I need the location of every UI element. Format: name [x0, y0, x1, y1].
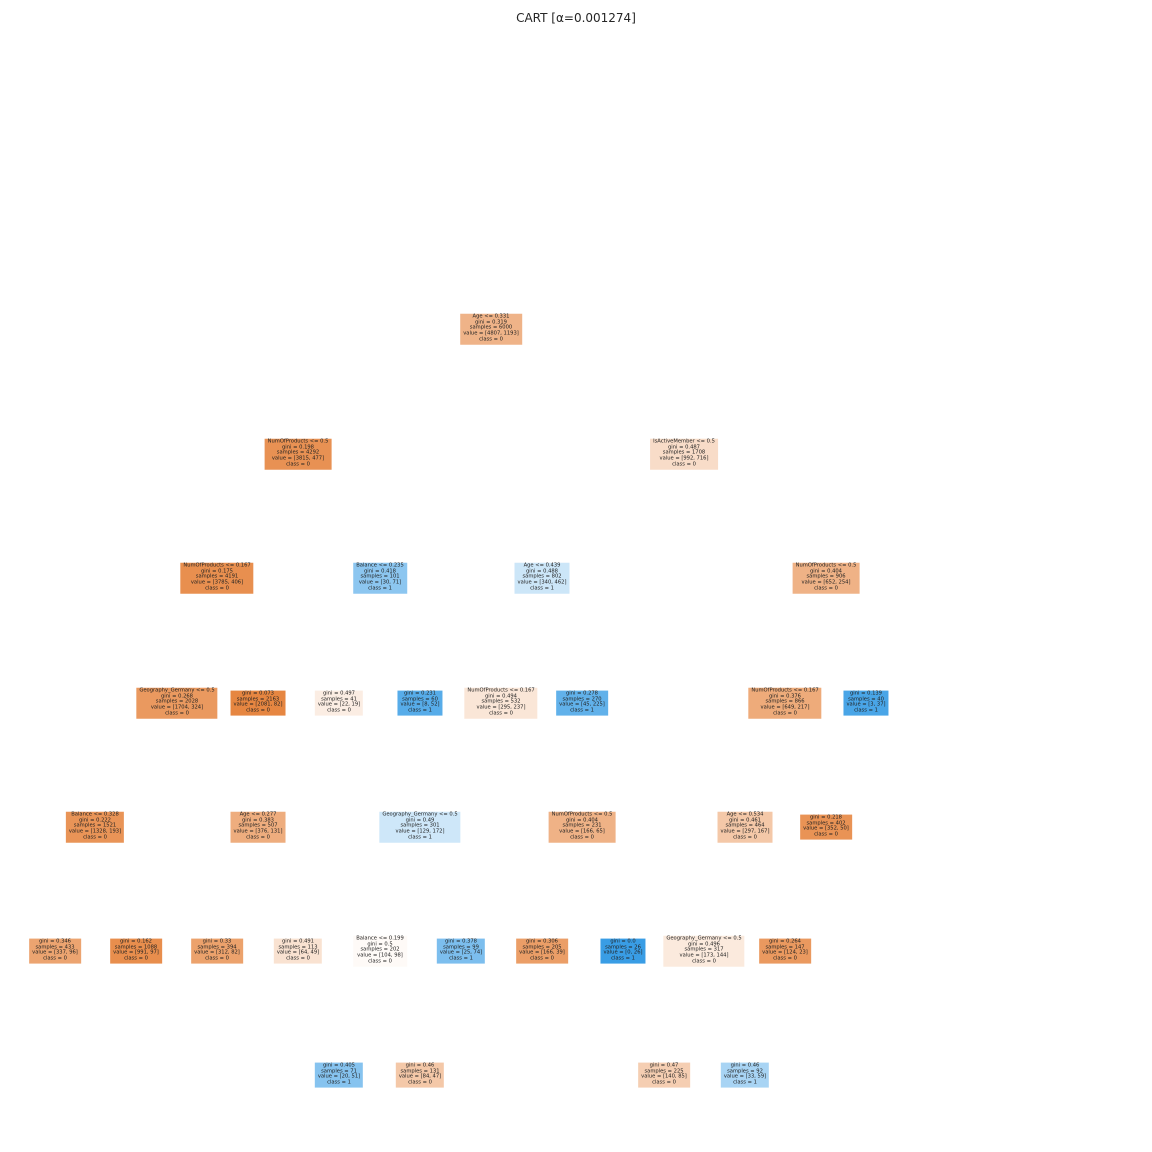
tree-node-line: class = 0	[762, 957, 808, 963]
tree-node-line: class = 0	[277, 957, 319, 963]
tree-node: gini = 0.162 samples = 1088 value = [991, …	[110, 939, 162, 964]
tree-node: gini = 0.0 samples = 26 value = [0, 26] cla…	[600, 939, 645, 964]
tree-node: Geography_Germany <= 0.5 gini = 0.49 sampl…	[379, 812, 460, 843]
tree-node: gini = 0.278 samples = 270 value = [45, 22…	[556, 691, 608, 716]
tree-node-line: class = 1	[518, 587, 567, 593]
tree-node: Geography_Germany <= 0.5 gini = 0.268 samp…	[136, 688, 217, 719]
tree-node-line: class = 1	[440, 957, 482, 963]
tree-node: gini = 0.33 samples = 394 value = [312, 82…	[191, 939, 243, 964]
tree-node-line: class = 0	[139, 712, 214, 718]
tree-node-line: class = 0	[463, 338, 519, 344]
tree-node-line: class = 0	[69, 836, 121, 842]
tree-node: NumOfProducts <= 0.5 gini = 0.198 samples …	[265, 439, 332, 470]
tree-node-line: class = 0	[183, 587, 250, 593]
tree-node: gini = 0.306 samples = 205 value = [166, 3…	[516, 939, 568, 964]
tree-node: Geography_Germany <= 0.5 gini = 0.496 samp…	[663, 936, 744, 967]
tree-node: gini = 0.378 samples = 99 value = [25, 74]…	[437, 939, 485, 964]
tree-node-line: class = 0	[751, 712, 818, 718]
tree-node: gini = 0.46 samples = 131 value = [84, 47]…	[396, 1063, 444, 1088]
tree-node: NumOfProducts <= 0.5 gini = 0.404 samples …	[549, 812, 616, 843]
tree-node-line: class = 0	[653, 463, 715, 469]
tree-node: gini = 0.139 samples = 40 value = [3, 37] c…	[843, 691, 888, 716]
tree-node-line: class = 0	[234, 709, 283, 715]
tree-node-line: class = 1	[400, 709, 439, 715]
tree-node-line: class = 0	[641, 1081, 687, 1087]
tree-node: Age <= 0.331 gini = 0.319 samples = 6000 va…	[460, 314, 522, 345]
tree-node-line: class = 1	[846, 709, 885, 715]
tree-node: gini = 0.218 samples = 402 value = [352, 5…	[800, 815, 852, 840]
tree-node: Balance <= 0.199 gini = 0.5 samples = 202 v…	[353, 936, 407, 967]
tree-node-line: class = 0	[467, 712, 534, 718]
tree-node: gini = 0.073 samples = 2163 value = [2081,…	[231, 691, 286, 716]
tree-node-line: class = 0	[519, 957, 565, 963]
tree-node: NumOfProducts <= 0.5 gini = 0.404 samples …	[793, 563, 860, 594]
tree-node-line: class = 1	[318, 1081, 360, 1087]
tree-node-line: class = 0	[803, 833, 849, 839]
tree-node-line: class = 0	[796, 587, 857, 593]
tree-node: gini = 0.491 samples = 113 value = [64, 49…	[274, 939, 322, 964]
tree-node-line: class = 0	[32, 957, 78, 963]
tree-node: IsActiveMember <= 0.5 gini = 0.487 samples…	[650, 439, 718, 470]
tree-node: gini = 0.497 samples = 41 value = [22, 19]…	[315, 691, 363, 716]
tree-node: NumOfProducts <= 0.167 gini = 0.494 sample…	[464, 688, 537, 719]
tree-node-line: class = 0	[318, 709, 360, 715]
tree-node-line: class = 0	[268, 463, 329, 469]
tree-node-line: class = 1	[724, 1081, 766, 1087]
tree-node: NumOfProducts <= 0.167 gini = 0.376 sample…	[748, 688, 821, 719]
tree-node: gini = 0.264 samples = 147 value = [124, 2…	[759, 939, 811, 964]
tree-node: Balance <= 0.328 gini = 0.222 samples = 15…	[66, 812, 124, 843]
tree-node: gini = 0.346 samples = 433 value = [337, 9…	[29, 939, 81, 964]
tree-node: NumOfProducts <= 0.167 gini = 0.175 sample…	[180, 563, 253, 594]
tree-node: gini = 0.405 samples = 71 value = [20, 51]…	[315, 1063, 363, 1088]
tree-node-line: class = 0	[666, 960, 741, 966]
tree-node-line: class = 1	[356, 587, 404, 593]
tree-node-line: class = 0	[399, 1081, 441, 1087]
tree-node-line: class = 0	[552, 836, 613, 842]
tree-node: Age <= 0.439 gini = 0.488 samples = 802 val…	[515, 563, 570, 594]
tree-node-line: class = 0	[234, 836, 283, 842]
tree-node-line: class = 0	[113, 957, 159, 963]
tree-node: gini = 0.46 samples = 92 value = [33, 59] c…	[721, 1063, 769, 1088]
tree-node: gini = 0.47 samples = 225 value = [140, 85…	[638, 1063, 690, 1088]
tree-node: Age <= 0.534 gini = 0.461 samples = 464 val…	[718, 812, 773, 843]
tree-node-line: class = 0	[194, 957, 240, 963]
tree-node-line: class = 0	[356, 960, 404, 966]
tree-node-line: class = 1	[382, 836, 457, 842]
tree-node-line: class = 1	[603, 957, 642, 963]
tree-node: Age <= 0.277 gini = 0.383 samples = 507 val…	[231, 812, 286, 843]
tree-node: Balance <= 0.235 gini = 0.418 samples = 10…	[353, 563, 407, 594]
tree-node-line: class = 1	[559, 709, 605, 715]
tree-node: gini = 0.231 samples = 60 value = [8, 52] c…	[397, 691, 442, 716]
tree-node-line: class = 0	[721, 836, 770, 842]
